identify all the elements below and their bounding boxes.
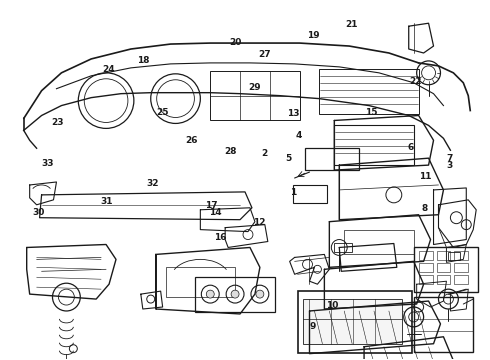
Bar (305, 148, 359, 170)
Bar (334, 243, 352, 252)
Bar (210, 71, 299, 121)
Text: 17: 17 (205, 201, 217, 210)
Text: 3: 3 (446, 161, 452, 170)
Bar (414, 247, 478, 292)
Text: 8: 8 (422, 204, 428, 213)
Text: 23: 23 (51, 118, 64, 127)
Bar (196, 277, 275, 312)
Bar (418, 264, 433, 272)
Text: 16: 16 (215, 233, 227, 242)
Text: 32: 32 (147, 179, 159, 188)
Text: 29: 29 (248, 83, 261, 92)
Bar (166, 267, 235, 297)
Bar (448, 252, 460, 260)
Text: 33: 33 (42, 159, 54, 168)
Circle shape (231, 290, 239, 298)
Bar (418, 275, 433, 284)
Bar (344, 230, 414, 255)
Bar (437, 275, 450, 284)
Text: 5: 5 (286, 154, 292, 163)
Text: 7: 7 (446, 154, 452, 163)
Text: 15: 15 (365, 108, 378, 117)
Bar (454, 275, 468, 284)
Bar (454, 251, 468, 260)
Bar (302, 299, 402, 344)
Text: 14: 14 (210, 208, 222, 217)
Bar (297, 291, 412, 353)
Text: 24: 24 (102, 65, 115, 74)
Bar (437, 264, 450, 272)
Bar (293, 185, 327, 203)
Text: 9: 9 (310, 322, 316, 331)
Text: 21: 21 (346, 20, 358, 29)
Circle shape (256, 290, 264, 298)
Bar (334, 125, 414, 165)
Text: 20: 20 (229, 38, 242, 47)
Text: 6: 6 (407, 143, 414, 152)
Text: 22: 22 (409, 77, 421, 86)
Text: 4: 4 (295, 131, 302, 140)
Text: 30: 30 (32, 208, 45, 217)
Text: 31: 31 (100, 197, 113, 206)
Text: 13: 13 (287, 109, 300, 118)
Circle shape (206, 290, 214, 298)
Bar (454, 264, 468, 272)
Text: 11: 11 (418, 172, 431, 181)
Bar (437, 251, 450, 260)
Text: 10: 10 (326, 301, 339, 310)
Text: 19: 19 (307, 31, 319, 40)
Text: 2: 2 (261, 149, 268, 158)
Text: 1: 1 (291, 188, 297, 197)
Text: 25: 25 (156, 108, 169, 117)
Text: 26: 26 (185, 136, 198, 145)
Text: 28: 28 (224, 147, 237, 156)
Text: 18: 18 (137, 56, 149, 65)
Bar (319, 69, 418, 113)
Text: 12: 12 (253, 219, 266, 228)
Bar (418, 251, 433, 260)
Text: 27: 27 (258, 50, 271, 59)
Bar (414, 297, 473, 352)
